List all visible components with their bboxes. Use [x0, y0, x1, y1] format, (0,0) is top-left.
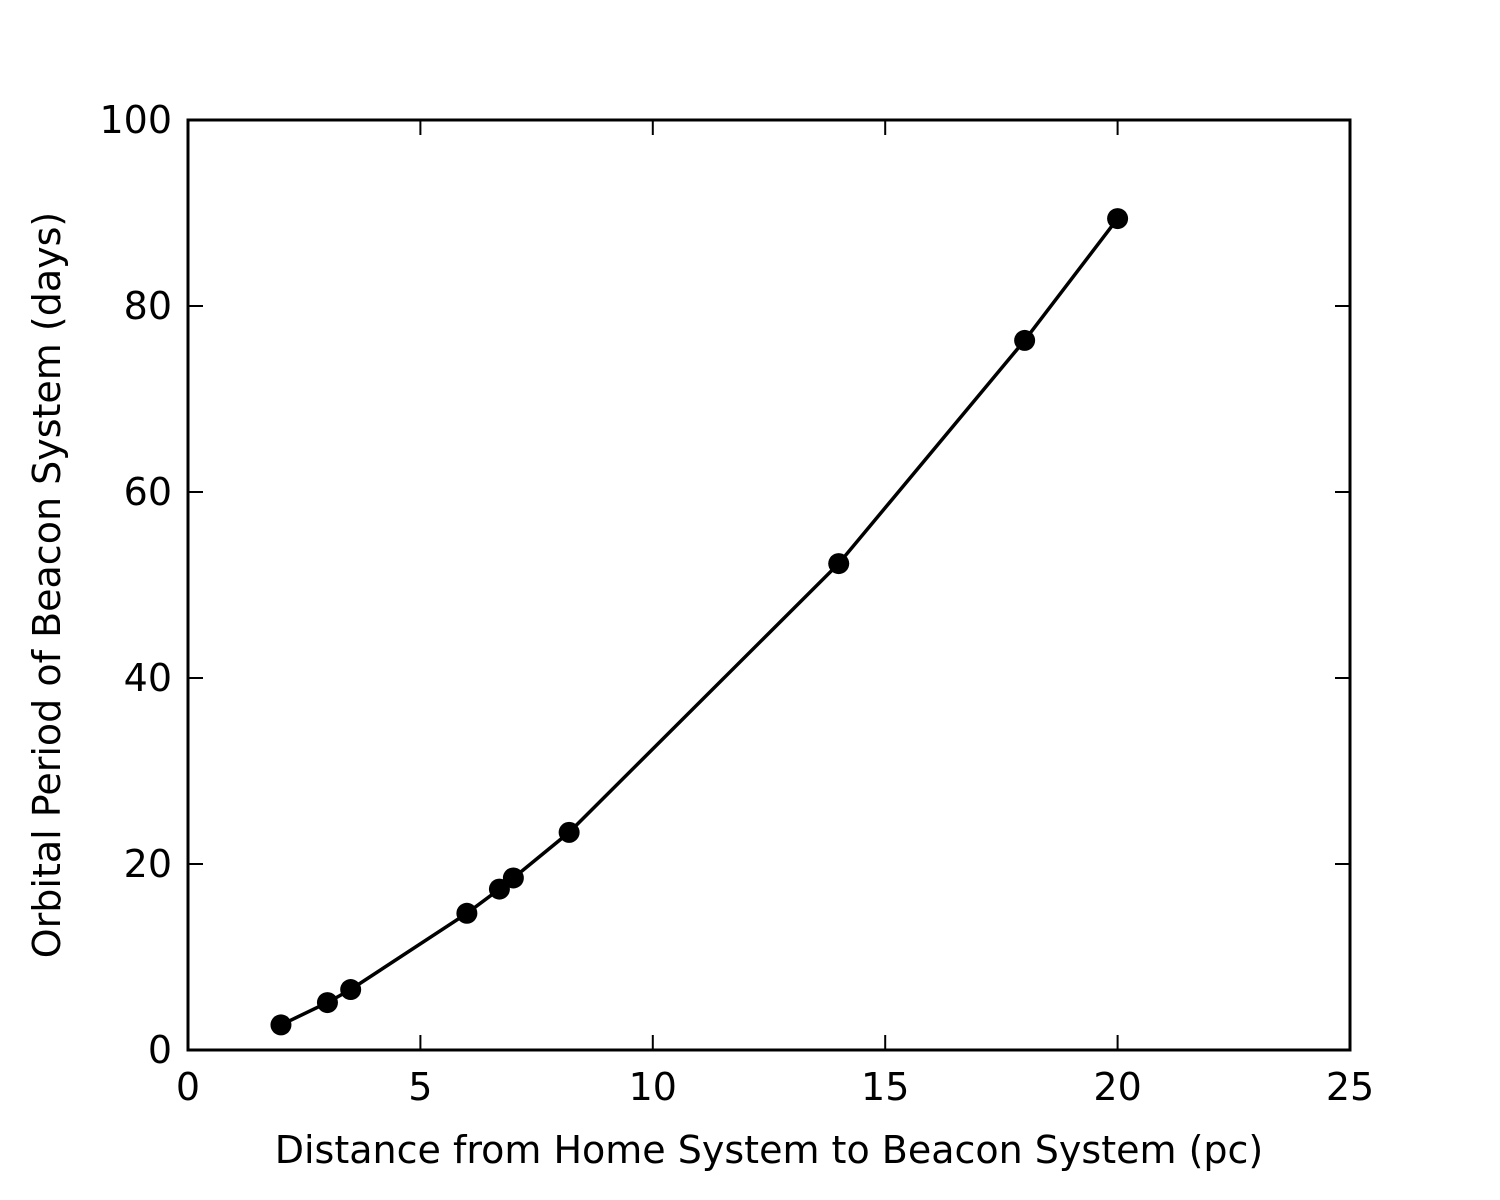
x-tick-label: 15: [861, 1065, 909, 1109]
y-tick-label: 60: [124, 470, 172, 514]
x-tick-label: 20: [1093, 1065, 1141, 1109]
data-point: [488, 878, 510, 900]
data-point: [558, 821, 580, 843]
series-line: [280, 217, 1119, 1027]
series-layer: [270, 208, 1129, 1036]
y-tick-label: 0: [148, 1028, 172, 1072]
x-tick-label: 0: [176, 1065, 200, 1109]
x-tick-label: 25: [1326, 1065, 1374, 1109]
x-axis-label: Distance from Home System to Beacon Syst…: [275, 1128, 1264, 1172]
x-tick-label: 10: [629, 1065, 677, 1109]
data-point: [456, 902, 478, 924]
data-point: [340, 979, 362, 1001]
x-ticks: 0 5 10 15 20 25: [176, 120, 1374, 1109]
data-point: [1014, 329, 1036, 351]
y-tick-label: 20: [124, 842, 172, 886]
data-point: [502, 867, 524, 889]
data-point: [1107, 208, 1129, 230]
y-tick-label: 80: [124, 284, 172, 328]
x-tick-label: 5: [408, 1065, 432, 1109]
y-axis-label: Orbital Period of Beacon System (days): [25, 212, 69, 958]
data-point: [270, 1014, 292, 1036]
y-tick-label: 40: [124, 656, 172, 700]
y-tick-label: 100: [99, 98, 172, 142]
data-point: [316, 992, 338, 1014]
data-point: [828, 553, 850, 575]
y-ticks: 0 20 40 60 80 100: [99, 98, 1350, 1072]
plot-frame: [186, 118, 1352, 1052]
